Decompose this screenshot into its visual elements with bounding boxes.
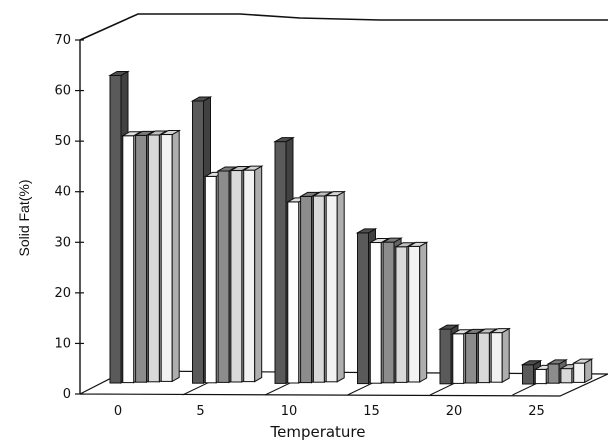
y-tick-label: 20 (54, 286, 71, 301)
bar (159, 129, 182, 383)
y-axis-ticks: 0 10 20 30 40 50 60 70 (54, 33, 84, 402)
y-tick-label: 70 (54, 33, 71, 48)
bar (406, 241, 429, 383)
back-wall-edge (79, 13, 608, 41)
bars (108, 70, 594, 385)
y-axis-title: Solid Fat(%) (16, 179, 32, 256)
y-tick-label: 0 (63, 387, 71, 402)
bar (241, 165, 264, 383)
x-tick-label: 10 (281, 404, 298, 419)
y-tick-label: 30 (54, 235, 71, 250)
y-tick-label: 60 (54, 84, 71, 99)
x-axis-ticks: 0 5 10 15 20 25 (114, 404, 545, 419)
bar (571, 358, 594, 384)
y-tick-label: 40 (54, 185, 71, 200)
bar (324, 190, 347, 383)
y-tick-label: 10 (54, 336, 71, 351)
y-tick-label: 50 (54, 134, 71, 149)
bar (489, 327, 512, 384)
x-tick-label: 15 (363, 404, 380, 419)
x-tick-label: 25 (528, 404, 545, 419)
x-tick-label: 0 (114, 404, 122, 419)
x-tick-label: 5 (196, 404, 204, 419)
x-axis-title: Temperature (269, 423, 365, 441)
x-tick-label: 20 (446, 404, 463, 419)
